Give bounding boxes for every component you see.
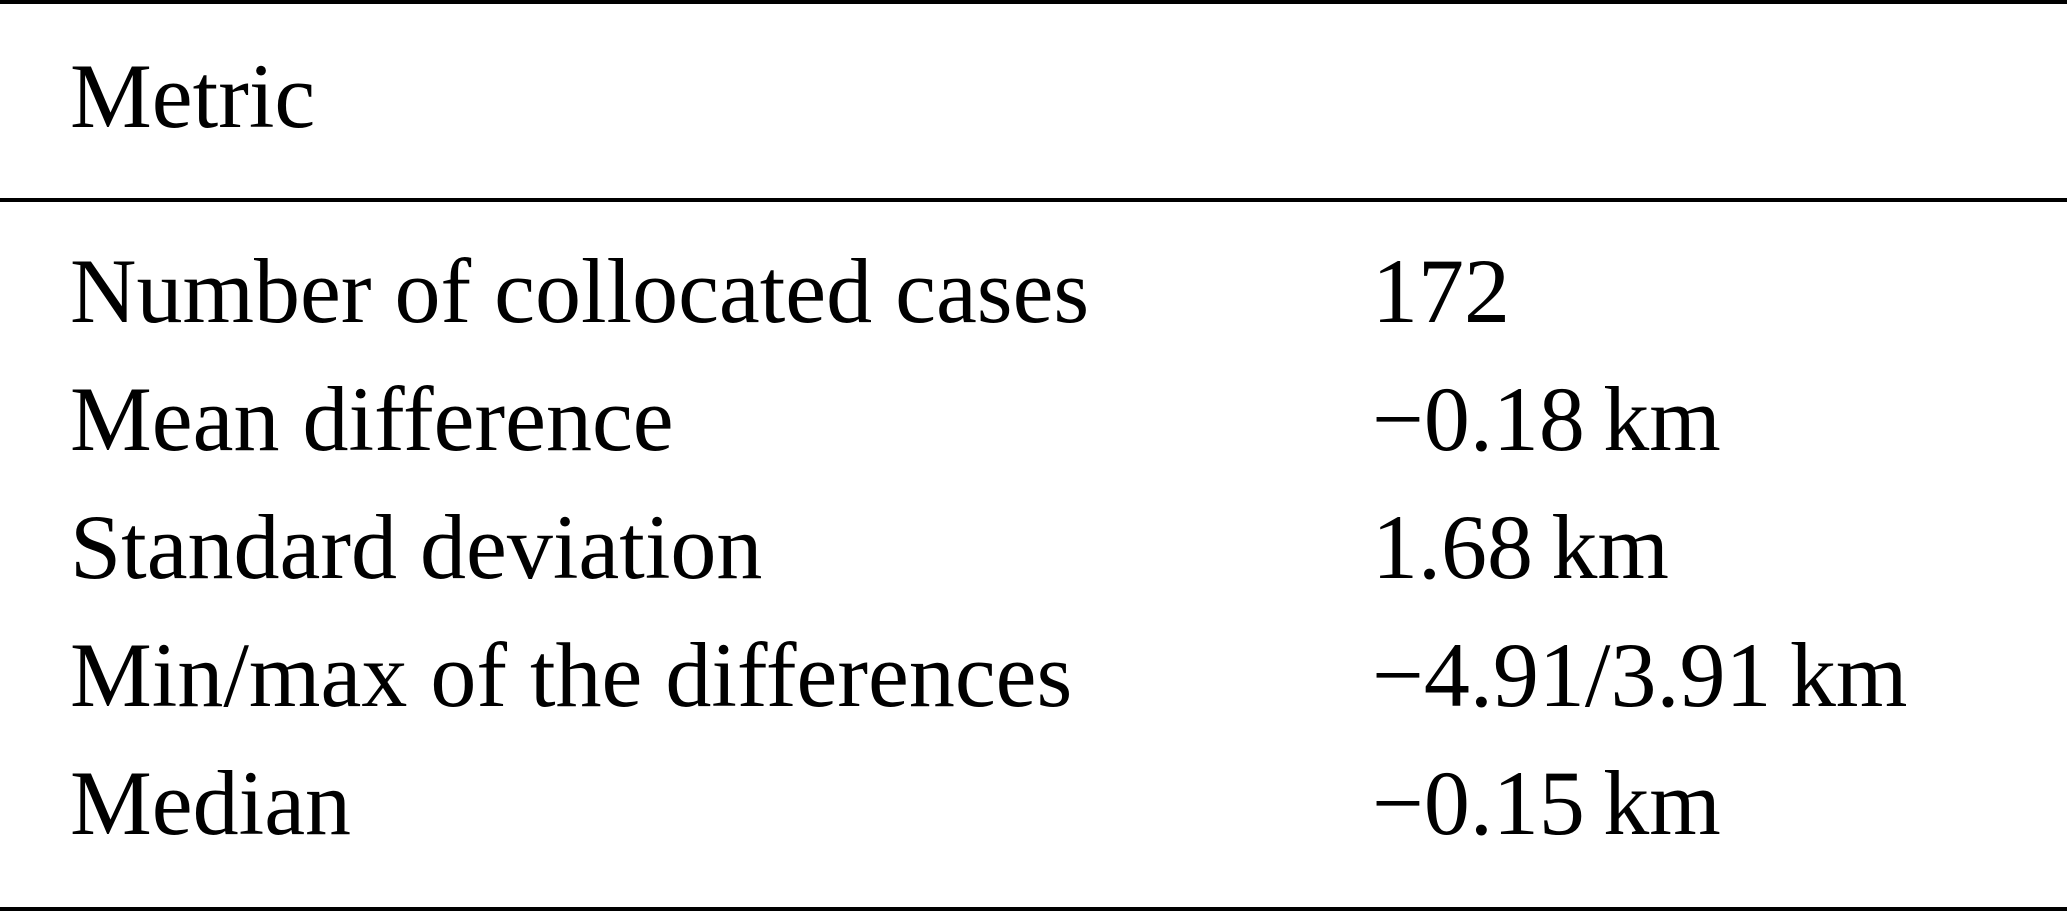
top-rule	[0, 0, 2067, 4]
header-metric: Metric	[70, 45, 316, 147]
row-metric-label: Min/max of the differences	[70, 624, 1073, 726]
row-metric-label: Mean difference	[70, 368, 674, 470]
row-value: 1.68 km	[1372, 496, 1669, 598]
row-value: 172	[1372, 240, 1510, 342]
row-value: −4.91/3.91 km	[1372, 624, 1908, 726]
row-value: −0.18 km	[1372, 368, 1721, 470]
row-metric-label: Median	[70, 752, 352, 854]
header-rule	[0, 198, 2067, 202]
row-metric-label: Number of collocated cases	[70, 240, 1090, 342]
row-value: −0.15 km	[1372, 752, 1721, 854]
bottom-rule	[0, 907, 2067, 911]
row-metric-label: Standard deviation	[70, 496, 763, 598]
